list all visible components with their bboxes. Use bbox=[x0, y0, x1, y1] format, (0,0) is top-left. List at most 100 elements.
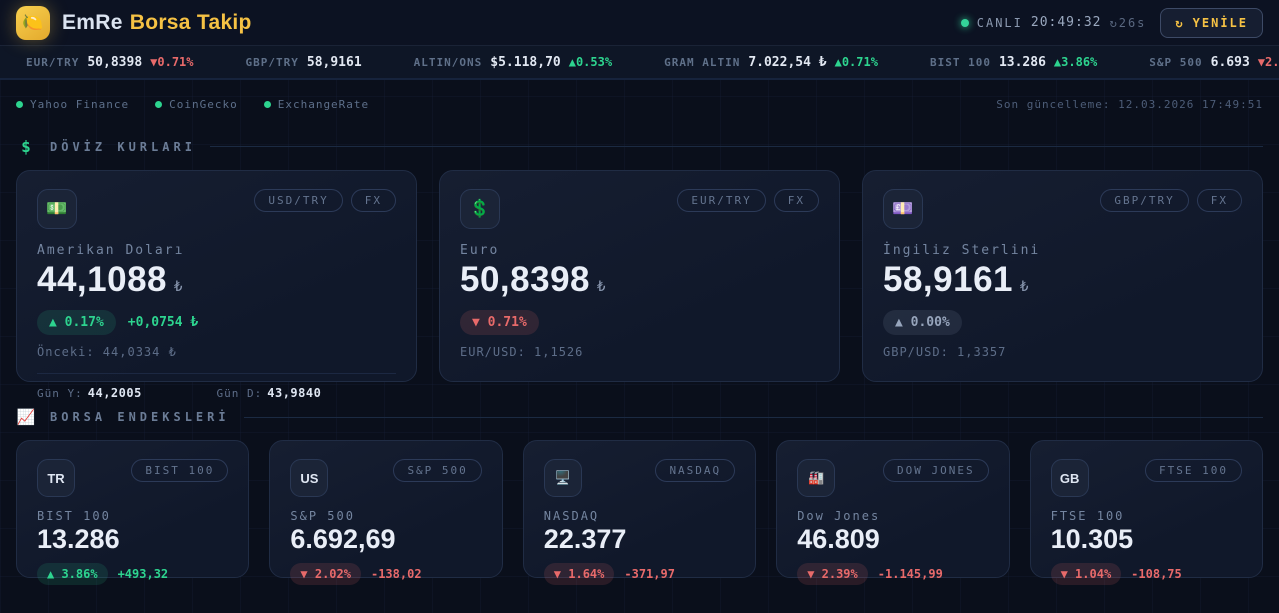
gbp-banknote-icon: 💷 bbox=[883, 189, 923, 229]
index-card-sp500[interactable]: US S&P 500 S&P 500 6.692,69 ▼ 2.02% -138… bbox=[269, 440, 503, 585]
source-coingecko: CoinGecko bbox=[155, 98, 238, 111]
day-high-label: Gün Y: bbox=[37, 387, 83, 400]
change-amount: -138,02 bbox=[370, 567, 422, 581]
computer-icon: 🖥️ bbox=[543, 459, 582, 497]
source-label: CoinGecko bbox=[169, 98, 238, 111]
pair-badge: EUR/TRY bbox=[677, 189, 766, 212]
dollar-emoji: 💲 bbox=[469, 199, 491, 219]
chart-up-icon: 📈 bbox=[16, 408, 36, 426]
app-title-secondary: Borsa Takip bbox=[129, 10, 252, 34]
index-badge: BIST 100 bbox=[131, 459, 229, 482]
ticker-item: S&P 500 6.693 ▼2.02% bbox=[1123, 55, 1279, 70]
change-percent-pill: ▲ 0.00% bbox=[883, 310, 962, 335]
asset-name: Euro bbox=[460, 243, 500, 258]
day-low-value: 43,9840 bbox=[267, 386, 322, 400]
fx-card-grid: 💵 USD/TRY FX Amerikan Doları 44,1088 ₺ ▲… bbox=[16, 170, 1263, 400]
type-badge: FX bbox=[773, 189, 819, 212]
refresh-button[interactable]: ↻ YENİLE bbox=[1160, 7, 1263, 38]
refresh-button-label: YENİLE bbox=[1192, 15, 1248, 30]
card-badges: BIST 100 bbox=[131, 459, 229, 482]
index-badge: NASDAQ bbox=[655, 459, 736, 482]
card-badges: GBP/TRY FX bbox=[1100, 189, 1242, 212]
index-badge: DOW JONES bbox=[882, 459, 989, 482]
refresh-countdown: ↻26s bbox=[1109, 15, 1147, 30]
ticker-label: ALTIN/ONS bbox=[413, 55, 483, 69]
card-top: 🏭 DOW JONES bbox=[797, 459, 989, 497]
price-row: 44,1088 ₺ bbox=[37, 260, 396, 300]
clock: 20:49:32 bbox=[1030, 15, 1102, 30]
ticker-item: GRAM ALTIN 7.022,54 ₺ ▲0.71% bbox=[638, 55, 904, 70]
index-value: 22.377 bbox=[543, 524, 627, 554]
index-value: 10.305 bbox=[1050, 524, 1134, 554]
index-value: 6.692,69 bbox=[290, 524, 396, 554]
ticker-item: BIST 100 13.286 ▲3.86% bbox=[904, 55, 1123, 70]
change-percent-pill: ▲ 3.86% bbox=[37, 563, 108, 585]
card-divider bbox=[37, 373, 396, 374]
change-row: ▼ 2.02% -138,02 bbox=[290, 563, 481, 585]
card-badges: NASDAQ bbox=[655, 459, 736, 482]
index-card-bist100[interactable]: TR BIST 100 BIST 100 13.286 ▲ 3.86% +493… bbox=[16, 440, 250, 585]
pound-banknote-emoji: 💷 bbox=[892, 199, 914, 219]
lemon-icon: 🍋 bbox=[22, 12, 44, 33]
source-exchangerate: ExchangeRate bbox=[263, 98, 369, 111]
change-row: ▲ 3.86% +493,32 bbox=[37, 563, 228, 585]
index-name: Dow Jones bbox=[797, 509, 881, 523]
day-high-value: 44,2005 bbox=[87, 386, 142, 400]
header-right: CANLI 20:49:32 ↻26s ↻ YENİLE bbox=[960, 7, 1263, 38]
asset-name: İngiliz Sterlini bbox=[883, 243, 1041, 258]
card-top: 🖥️ NASDAQ bbox=[543, 459, 736, 497]
usd-banknote-icon: 💵 bbox=[37, 189, 77, 229]
fx-card-eur[interactable]: 💲 EUR/TRY FX Euro 50,8398 ₺ ▼ 0.71% EUR/… bbox=[439, 170, 840, 382]
ticker-item: ALTIN/ONS $5.118,70 ▲0.53% bbox=[388, 55, 638, 70]
refresh-icon: ↻ bbox=[1175, 15, 1185, 30]
sources-row: Yahoo Finance CoinGecko ExchangeRate Son… bbox=[0, 80, 1279, 111]
index-card-nasdaq[interactable]: 🖥️ NASDAQ NASDAQ 22.377 ▼ 1.64% -371,97 bbox=[522, 440, 757, 585]
dollar-icon: $ bbox=[21, 137, 31, 156]
ticker-value: $5.118,70 bbox=[490, 54, 561, 70]
app-title: EmRe Borsa Takip bbox=[62, 11, 252, 35]
card-top: US S&P 500 bbox=[290, 459, 482, 497]
price-value: 50,8398 bbox=[460, 260, 591, 299]
tr-flag-icon: TR bbox=[37, 459, 75, 497]
section-divider bbox=[243, 416, 1263, 418]
index-name: FTSE 100 bbox=[1050, 509, 1125, 523]
ticker-value: 58,9161 bbox=[306, 54, 362, 70]
cross-rate: GBP/USD: 1,3357 bbox=[883, 345, 1007, 359]
index-card-ftse100[interactable]: GB FTSE 100 FTSE 100 10.305 ▼ 1.04% -108… bbox=[1029, 440, 1263, 585]
index-card-dowjones[interactable]: 🏭 DOW JONES Dow Jones 46.809 ▼ 2.39% -1.… bbox=[776, 440, 1010, 585]
card-badges: S&P 500 bbox=[393, 459, 482, 482]
app-logo-icon: 🍋 bbox=[16, 5, 50, 40]
card-badges: USD/TRY FX bbox=[254, 189, 396, 212]
source-label: Yahoo Finance bbox=[30, 98, 130, 111]
gb-flag-icon: GB bbox=[1050, 459, 1089, 497]
ticker-label: GBP/TRY bbox=[245, 55, 299, 69]
pair-badge: GBP/TRY bbox=[1100, 189, 1189, 212]
currency-symbol: ₺ bbox=[174, 279, 183, 295]
live-status: CANLI 20:49:32 ↻26s bbox=[960, 15, 1147, 30]
ticker-label: GRAM ALTIN bbox=[664, 55, 741, 69]
ticker-item: EUR/TRY 50,8398 ▼0.71% bbox=[0, 55, 220, 70]
app-title-primary: EmRe bbox=[62, 10, 123, 34]
fx-card-usd[interactable]: 💵 USD/TRY FX Amerikan Doları 44,1088 ₺ ▲… bbox=[16, 170, 417, 400]
live-dot-icon bbox=[960, 18, 969, 27]
change-row: ▼ 0.71% bbox=[460, 310, 819, 335]
ticker-label: S&P 500 bbox=[1149, 55, 1203, 69]
ticker-label: EUR/TRY bbox=[26, 55, 80, 69]
index-name: NASDAQ bbox=[543, 509, 600, 523]
us-flag-icon: US bbox=[290, 459, 329, 497]
section-divider bbox=[209, 146, 1263, 147]
price-row: 58,9161 ₺ bbox=[883, 260, 1242, 300]
change-row: ▼ 1.64% -371,97 bbox=[543, 563, 735, 585]
card-top: 💷 GBP/TRY FX bbox=[883, 189, 1242, 229]
indices-section-header: 📈 BORSA ENDEKSLERİ bbox=[16, 408, 1263, 426]
day-high: Gün Y: 44,2005 bbox=[37, 386, 217, 400]
ticker-change: ▲3.86% bbox=[1053, 55, 1098, 69]
day-range-row: Gün Y: 44,2005 Gün D: 43,9840 bbox=[37, 386, 396, 400]
card-top: 💲 EUR/TRY FX bbox=[460, 189, 819, 229]
fx-card-gbp[interactable]: 💷 GBP/TRY FX İngiliz Sterlini 58,9161 ₺ … bbox=[862, 170, 1263, 382]
country-code: GB bbox=[1059, 470, 1080, 486]
change-percent-pill: ▼ 2.02% bbox=[290, 563, 361, 585]
change-percent-pill: ▼ 1.04% bbox=[1050, 563, 1122, 585]
computer-emoji: 🖥️ bbox=[554, 470, 571, 485]
change-percent-pill: ▲ 0.17% bbox=[37, 310, 116, 335]
